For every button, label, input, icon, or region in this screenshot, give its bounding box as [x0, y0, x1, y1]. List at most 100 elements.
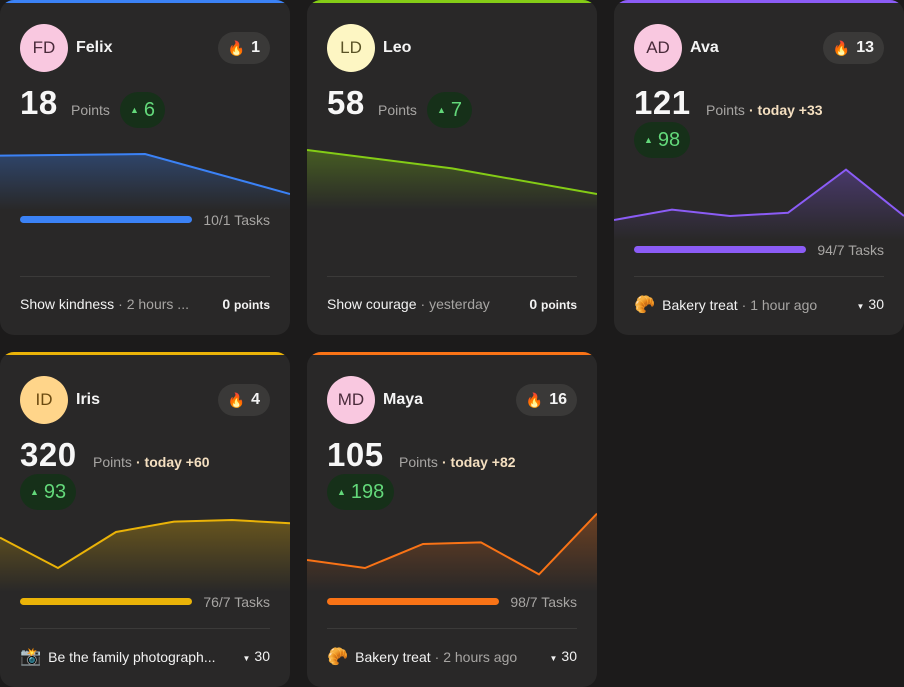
last-activity: 🥐 Bakery treat · 2 hours ago [327, 647, 517, 667]
points-value: 105 [327, 436, 384, 473]
chart-area [0, 520, 290, 592]
member-name: Iris [76, 391, 101, 408]
activity-time: · 2 hours ... [118, 296, 189, 312]
activity-name: Bakery treat [662, 297, 738, 313]
member-name: Leo [383, 39, 412, 56]
caret-down-icon: ▼ [856, 302, 865, 311]
task-progress-bar [327, 598, 499, 605]
flame-icon: 🔥 [227, 391, 246, 408]
today-gain: · today +33 [749, 102, 823, 118]
avatar: AD [634, 24, 682, 72]
card-accent-bar [0, 352, 290, 355]
avatar: LD [327, 24, 375, 72]
chart-line [307, 512, 597, 576]
member-card-maya[interactable]: MD Maya 🔥 16 105 Points · today +82 ▲ 19… [307, 352, 597, 687]
activity-name: Bakery treat [355, 649, 431, 665]
last-activity: Show courage · yesterday [327, 296, 490, 312]
task-count: 10/1 Tasks [203, 212, 270, 228]
chart-line [614, 168, 904, 221]
today-gain: · today +60 [136, 454, 210, 470]
points-value: 121 [634, 84, 691, 121]
reward-unit: points [541, 298, 577, 312]
croissant-icon: 🥐 [327, 647, 349, 666]
points-value: 18 [20, 84, 58, 121]
member-card-leo[interactable]: LD Leo 58 Points ▲ 7 Show courage · yest… [307, 0, 597, 335]
activity-reward: ▼ 30 [857, 296, 885, 312]
divider [327, 628, 577, 629]
activity-name: Show kindness [20, 296, 115, 312]
task-count: 94/7 Tasks [817, 242, 884, 258]
avatar: FD [20, 24, 68, 72]
card-accent-bar [0, 0, 290, 3]
points-delta-badge: ▲ 198 [327, 474, 395, 510]
card-accent-bar [307, 352, 597, 355]
delta-value: 7 [450, 98, 463, 121]
streak-count: 16 [549, 391, 567, 408]
caret-down-icon: ▼ [549, 654, 558, 663]
delta-value: 198 [350, 480, 385, 503]
chart-area [0, 154, 290, 210]
activity-name: Show courage [327, 296, 417, 312]
flame-icon: 🔥 [832, 39, 851, 56]
chart-line [0, 518, 290, 570]
task-progress-bar [20, 598, 192, 605]
points-label: Points [93, 454, 132, 470]
member-card-ava[interactable]: AD Ava 🔥 13 121 Points · today +33 ▲ 98 … [614, 0, 904, 335]
streak-count: 1 [251, 39, 260, 56]
task-progress-bar [634, 246, 806, 253]
member-name: Felix [76, 39, 113, 56]
activity-reward: 0 points [529, 296, 577, 312]
task-count: 98/7 Tasks [510, 594, 577, 610]
reward-value: 30 [868, 296, 884, 312]
activity-time: · 2 hours ago [434, 649, 518, 665]
points-delta-badge: ▲ 7 [427, 92, 473, 128]
reward-value: 0 [222, 296, 231, 312]
streak-count: 4 [251, 391, 260, 408]
points-delta-badge: ▲ 6 [120, 92, 166, 128]
member-name: Maya [383, 391, 424, 408]
streak-badge: 🔥 13 [822, 32, 884, 64]
camera-icon: 📸 [20, 647, 42, 666]
last-activity: 🥐 Bakery treat · 1 hour ago [634, 295, 817, 315]
reward-value: 0 [529, 296, 538, 312]
chart-area [307, 150, 597, 210]
chart-area [614, 169, 904, 240]
points-trend-chart [0, 152, 290, 210]
member-card-iris[interactable]: ID Iris 🔥 4 320 Points · today +60 ▲ 93 … [0, 352, 290, 687]
activity-name: Be the family photograph... [48, 649, 216, 665]
divider [20, 628, 270, 629]
reward-value: 30 [561, 648, 577, 664]
points-trend-chart [307, 149, 597, 210]
up-arrow-icon: ▲ [337, 487, 346, 497]
caret-down-icon: ▼ [242, 654, 251, 663]
activity-reward: 0 points [222, 296, 270, 312]
last-activity: 📸 Be the family photograph... [20, 647, 216, 667]
card-accent-bar [614, 0, 904, 3]
up-arrow-icon: ▲ [644, 135, 653, 145]
today-gain: · today +82 [442, 454, 516, 470]
member-card-felix[interactable]: FD Felix 🔥 1 18 Points ▲ 6 10/1 Tasks Sh… [0, 0, 290, 335]
divider [20, 276, 270, 277]
task-count: 76/7 Tasks [203, 594, 270, 610]
points-delta-badge: ▲ 93 [20, 474, 77, 510]
points-label: Points [71, 102, 110, 118]
activity-reward: ▼ 30 [550, 648, 578, 664]
up-arrow-icon: ▲ [30, 487, 39, 497]
points-trend-chart [614, 168, 904, 240]
chart-line [0, 152, 290, 195]
points-label: Points [399, 454, 438, 470]
streak-count: 13 [856, 39, 874, 56]
points-delta-badge: ▲ 98 [634, 122, 691, 158]
reward-value: 30 [254, 648, 270, 664]
up-arrow-icon: ▲ [437, 105, 446, 115]
points-label: Points [706, 102, 745, 118]
divider [634, 276, 884, 277]
reward-unit: points [234, 298, 270, 312]
points-label: Points [378, 102, 417, 118]
activity-reward: ▼ 30 [243, 648, 271, 664]
flame-icon: 🔥 [227, 39, 246, 56]
flame-icon: 🔥 [525, 391, 544, 408]
streak-badge: 🔥 1 [217, 32, 270, 64]
points-value: 320 [20, 436, 77, 473]
divider [327, 276, 577, 277]
